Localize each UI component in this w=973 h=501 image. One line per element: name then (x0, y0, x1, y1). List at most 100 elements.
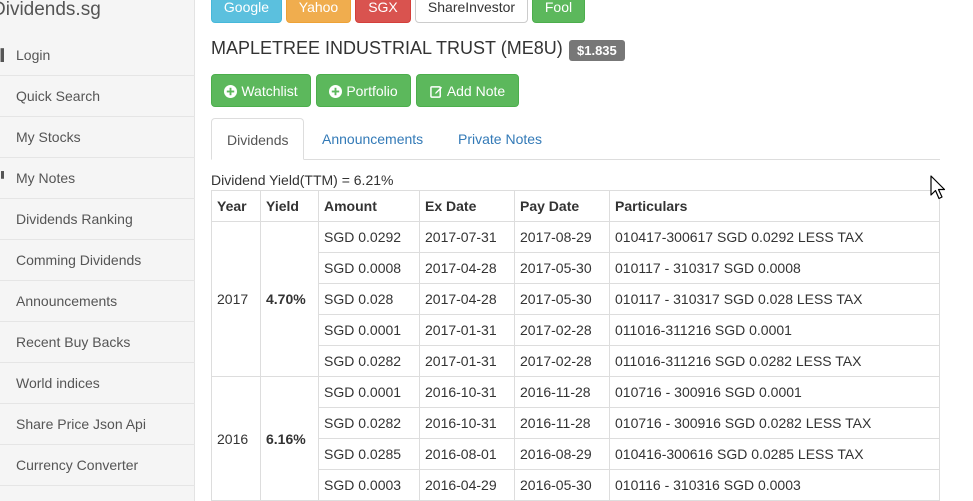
sidebar-item-my-stocks[interactable]: My Stocks (0, 117, 195, 158)
sidebar-item-label: Currency Converter (16, 457, 139, 473)
ex-date-cell: 2016-10-31 (419, 376, 515, 408)
pay-date-cell: 2017-05-30 (514, 252, 610, 284)
fool-link-button[interactable]: Fool (532, 0, 585, 23)
ex-date-cell: 2017-04-28 (419, 252, 515, 284)
sidebar: Dividends.sg ▐ Login Quick Search My Sto… (0, 0, 195, 501)
shareinvestor-link-button[interactable]: ShareInvestor (415, 0, 528, 23)
column-header-year: Year (211, 190, 261, 222)
particulars-cell: 010117 - 310317 SGD 0.028 LESS TAX (609, 283, 940, 315)
ex-date-cell: 2017-01-31 (419, 314, 515, 346)
sidebar-item-login[interactable]: ▐ Login (0, 35, 195, 76)
amount-cell: SGD 0.0008 (318, 252, 420, 284)
brand-logo[interactable]: Dividends.sg (0, 0, 101, 20)
mouse-cursor-icon (930, 175, 946, 200)
table-row: 2017 4.70% SGD 0.0292 2017-07-31 2017-08… (211, 221, 940, 377)
amount-cell: SGD 0.028 (318, 283, 420, 315)
buyback-icon (0, 335, 4, 349)
ex-date-cell: 2017-04-28 (419, 283, 515, 315)
announcement-icon (0, 294, 4, 308)
column-header-particulars: Particulars (609, 190, 940, 222)
sidebar-item-recent-buy-backs[interactable]: Recent Buy Backs (0, 322, 195, 363)
yahoo-link-button[interactable]: Yahoo (286, 0, 351, 23)
tab-private-notes[interactable]: Private Notes (458, 131, 543, 147)
ex-date-cell: 2017-01-31 (419, 345, 515, 377)
calendar-icon (0, 253, 4, 267)
pay-date-cell: 2016-11-28 (514, 407, 610, 439)
table-row: SGD 0.0282 2017-01-31 2017-02-28 011016-… (212, 345, 940, 377)
plus-circle-icon (329, 85, 343, 98)
table-row: SGD 0.0282 2016-10-31 2016-11-28 010716 … (212, 407, 940, 439)
price-badge: $1.835 (569, 40, 625, 61)
ex-date-cell: 2016-04-29 (419, 469, 515, 501)
portfolio-button[interactable]: Portfolio (316, 74, 411, 107)
yield-cell: 6.16% (260, 376, 319, 501)
particulars-cell: 011016-311216 SGD 0.0282 LESS TAX (609, 345, 940, 377)
tab-dividends[interactable]: Dividends (211, 118, 305, 160)
column-header-amount: Amount (318, 190, 420, 222)
sidebar-item-comming-dividends[interactable]: Comming Dividends (0, 240, 195, 281)
table-row: SGD 0.0285 2016-08-01 2016-08-29 010416-… (212, 438, 940, 470)
sgx-link-button[interactable]: SGX (355, 0, 411, 23)
notes-icon: ▝ (0, 171, 4, 185)
portfolio-label: Portfolio (346, 83, 398, 99)
sidebar-item-label: World indices (16, 375, 100, 391)
ex-date-cell: 2016-08-01 (419, 438, 515, 470)
edit-icon (429, 86, 442, 98)
particulars-cell: 011016-311216 SGD 0.0001 (609, 314, 940, 346)
currency-icon (0, 458, 4, 472)
particulars-cell: 010716 - 300916 SGD 0.0282 LESS TAX (609, 407, 940, 439)
add-note-label: Add Note (446, 83, 506, 99)
google-link-button[interactable]: Google (211, 0, 282, 23)
sidebar-item-share-price-json-api[interactable]: Share Price Json Api (0, 404, 195, 445)
table-row: 2016 6.16% SGD 0.0001 2016-10-31 2016-11… (211, 376, 940, 501)
sidebar-item-my-notes[interactable]: ▝ My Notes (0, 158, 195, 199)
table-row: SGD 0.0008 2017-04-28 2017-05-30 010117 … (212, 252, 940, 284)
pay-date-cell: 2016-11-28 (514, 376, 610, 408)
ex-date-cell: 2017-07-31 (419, 221, 515, 253)
tab-announcements[interactable]: Announcements (322, 131, 424, 147)
sidebar-item-label: Dividends Ranking (16, 211, 133, 227)
sidebar-item-label: My Notes (16, 170, 76, 186)
sidebar-item-label: Announcements (16, 293, 118, 309)
page-title: MAPLETREE INDUSTRIAL TRUST (ME8U) (211, 38, 563, 58)
sidebar-item-currency-converter[interactable]: Currency Converter (0, 445, 195, 486)
sidebar-item-label: Quick Search (16, 88, 101, 104)
particulars-cell: 010417-300617 SGD 0.0292 LESS TAX (609, 221, 940, 253)
sidebar-item-label: Login (16, 47, 51, 63)
add-note-button[interactable]: Add Note (416, 74, 519, 107)
sidebar-item-world-indices[interactable]: World indices (0, 363, 195, 404)
sidebar-item-quick-search[interactable]: Quick Search (0, 76, 195, 117)
table-row: SGD 0.0003 2016-04-29 2016-05-30 010116 … (212, 469, 940, 501)
amount-cell: SGD 0.0003 (318, 469, 420, 501)
tab-bar: Dividends Announcements Private Notes (211, 118, 940, 160)
watchlist-label: Watchlist (241, 83, 298, 99)
year-cell: 2016 (211, 376, 261, 501)
particulars-cell: 010116 - 310316 SGD 0.0003 (609, 469, 940, 501)
sidebar-item-label: Comming Dividends (16, 252, 142, 268)
pay-date-cell: 2017-08-29 (514, 221, 610, 253)
ex-date-cell: 2016-10-31 (419, 407, 515, 439)
dividend-yield-text: Dividend Yield(TTM) = 6.21% (211, 172, 394, 188)
particulars-cell: 010416-300616 SGD 0.0285 LESS TAX (609, 438, 940, 470)
stocks-icon (0, 130, 4, 144)
pay-date-cell: 2016-08-29 (514, 438, 610, 470)
amount-cell: SGD 0.0282 (318, 345, 420, 377)
column-header-yield: Yield (260, 190, 319, 222)
year-cell: 2017 (211, 221, 261, 377)
ranking-icon (0, 212, 4, 226)
login-icon: ▐ (0, 48, 4, 62)
main-content: Google Yahoo SGX ShareInvestor Fool MAPL… (211, 0, 973, 501)
table-row: SGD 0.028 2017-04-28 2017-05-30 010117 -… (212, 283, 940, 315)
api-icon (0, 417, 4, 431)
column-header-pay-date: Pay Date (514, 190, 610, 222)
pay-date-cell: 2016-05-30 (514, 469, 610, 501)
watchlist-button[interactable]: Watchlist (211, 74, 311, 107)
amount-cell: SGD 0.0285 (318, 438, 420, 470)
sidebar-item-label: My Stocks (16, 129, 81, 145)
globe-icon (0, 376, 4, 390)
pay-date-cell: 2017-02-28 (514, 314, 610, 346)
sidebar-item-dividends-ranking[interactable]: Dividends Ranking (0, 199, 195, 240)
particulars-cell: 010117 - 310317 SGD 0.0008 (609, 252, 940, 284)
sidebar-item-announcements[interactable]: Announcements (0, 281, 195, 322)
pay-date-cell: 2017-02-28 (514, 345, 610, 377)
